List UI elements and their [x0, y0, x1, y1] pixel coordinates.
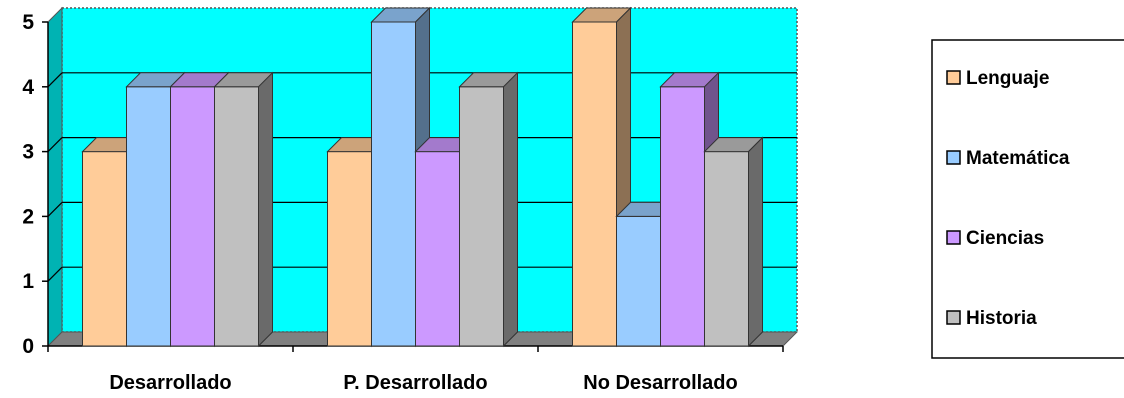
legend-label: Historia — [966, 308, 1037, 329]
bar — [458, 71, 519, 348]
bar-side-face — [503, 71, 518, 348]
gridline-side — [47, 72, 63, 88]
legend-swatch — [946, 150, 961, 165]
y-tick-label: 4 — [22, 76, 34, 99]
bar-front-face — [82, 151, 127, 347]
legend-swatch — [946, 70, 961, 85]
legend-swatch — [946, 310, 961, 325]
y-tick-label: 0 — [22, 335, 34, 358]
y-tick-label: 2 — [22, 205, 34, 228]
gridline-side — [47, 137, 63, 153]
bar-front-face — [704, 151, 749, 347]
bar-front-face — [415, 151, 460, 347]
x-tick-label: No Desarrollado — [583, 372, 737, 393]
bar — [703, 136, 764, 348]
y-tick-label: 5 — [22, 11, 34, 34]
bar-front-face — [126, 86, 171, 347]
bar — [213, 71, 274, 348]
bar-front-face — [572, 21, 617, 347]
bar-front-face — [214, 86, 259, 347]
bar-front-face — [327, 151, 372, 347]
x-tick-label: Desarrollado — [109, 372, 231, 393]
legend-label: Matemática — [966, 148, 1070, 169]
bar-front-face — [371, 21, 416, 347]
plot-side-wall — [47, 6, 63, 348]
legend-label: Ciencias — [966, 228, 1044, 249]
bar-front-face — [170, 86, 215, 347]
gridline-side — [47, 266, 63, 282]
legend: Lenguaje Matemática Ciencias Historia — [931, 39, 1124, 359]
bar-side-face — [748, 136, 763, 348]
y-tick-label: 3 — [22, 141, 34, 164]
legend-swatch — [946, 230, 961, 245]
legend-box — [931, 39, 1124, 359]
bar-front-face — [660, 86, 705, 347]
gridline-side — [47, 201, 63, 217]
bar-front-face — [459, 86, 504, 347]
y-tick-label: 1 — [22, 270, 34, 293]
bar-side-face — [258, 71, 273, 348]
bar-front-face — [616, 215, 661, 347]
x-tick-label: P. Desarrollado — [343, 372, 487, 393]
bars — [81, 6, 764, 348]
legend-label: Lenguaje — [966, 68, 1049, 89]
